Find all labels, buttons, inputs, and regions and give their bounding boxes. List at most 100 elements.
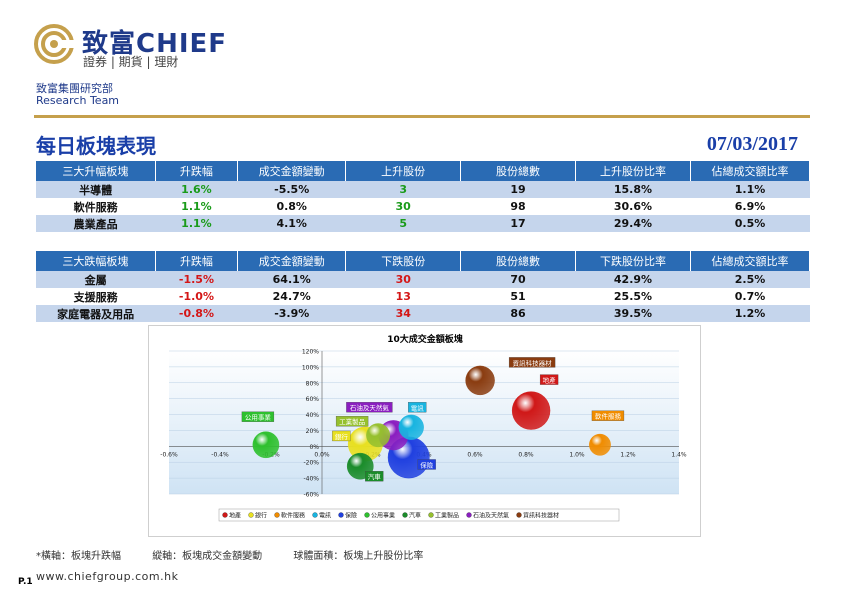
header-cell: 三大升幅板塊 bbox=[36, 161, 156, 181]
change-value: 1.1% bbox=[155, 215, 238, 232]
advancing-count: 3 bbox=[345, 181, 461, 198]
turnover-share: 0.5% bbox=[690, 215, 810, 232]
legend-label: 銀行 bbox=[255, 512, 267, 520]
x-tick-label: 1.0% bbox=[569, 451, 585, 458]
legend-label: 地產 bbox=[229, 512, 241, 520]
table-row: 農業產品 1.1% 4.1% 5 17 29.4% 0.5% bbox=[36, 215, 810, 232]
turnover-change: -3.9% bbox=[237, 305, 346, 322]
header-cell: 三大跌幅板塊 bbox=[36, 251, 156, 271]
advancing-count: 30 bbox=[345, 198, 461, 215]
y-tick-label: 80% bbox=[306, 380, 320, 387]
data-label-box bbox=[591, 410, 625, 421]
y-tick-label: 100% bbox=[302, 364, 319, 371]
legend-label: 工業製品 bbox=[435, 512, 459, 520]
change-value: -0.8% bbox=[155, 305, 238, 322]
header-divider bbox=[34, 115, 810, 118]
change-value: 1.1% bbox=[155, 198, 238, 215]
bubble-6 bbox=[252, 431, 280, 459]
sector-name: 支援服務 bbox=[36, 288, 156, 305]
legend-marker bbox=[274, 512, 280, 518]
table-row: 支援服務 -1.0% 24.7% 13 51 25.5% 0.7% bbox=[36, 288, 810, 305]
legend-label: 汽車 bbox=[409, 512, 421, 520]
team-name-english: Research Team bbox=[36, 94, 120, 107]
bubble-8 bbox=[366, 423, 391, 448]
header-cell: 上升股份比率 bbox=[575, 161, 692, 181]
change-value: -1.0% bbox=[155, 288, 238, 305]
footnote-x-axis: *橫軸：板塊升跌幅 bbox=[36, 551, 121, 562]
total-stocks: 51 bbox=[460, 288, 576, 305]
bubble-10 bbox=[465, 365, 495, 396]
declining-ratio: 42.9% bbox=[575, 271, 691, 288]
total-stocks: 98 bbox=[460, 198, 576, 215]
turnover-share: 6.9% bbox=[690, 198, 810, 215]
legend-marker bbox=[338, 512, 344, 518]
y-tick-label: 40% bbox=[306, 412, 320, 419]
sector-name: 半導體 bbox=[36, 181, 156, 198]
x-tick-label: 1.2% bbox=[620, 451, 636, 458]
y-tick-label: -60% bbox=[303, 492, 319, 499]
y-tick-label: -40% bbox=[303, 476, 319, 483]
turnover-change: 0.8% bbox=[237, 198, 346, 215]
x-tick-label: 1.4% bbox=[671, 451, 687, 458]
legend-label: 公用事業 bbox=[371, 512, 395, 520]
page-number: P.1 bbox=[18, 577, 33, 587]
top-losers-table: 三大跌幅板塊 升跌幅 成交金額變動 下跌股份 股份總數 下跌股份比率 佔總成交額… bbox=[36, 251, 810, 322]
header-cell: 升跌幅 bbox=[155, 251, 239, 271]
legend-label: 軟件服務 bbox=[281, 512, 305, 520]
legend-marker bbox=[402, 512, 408, 518]
data-label-box bbox=[332, 430, 351, 442]
legend-marker bbox=[516, 512, 522, 518]
sector-name: 金屬 bbox=[36, 271, 156, 288]
chief-logo-icon bbox=[34, 24, 74, 64]
data-label: 石油及天然氣 bbox=[350, 403, 390, 412]
data-label: 地產 bbox=[543, 376, 557, 385]
data-label: 保險 bbox=[420, 460, 434, 469]
change-value: 1.6% bbox=[155, 181, 238, 198]
bubble-4 bbox=[398, 414, 424, 440]
data-label: 銀行 bbox=[335, 432, 349, 441]
data-label-box bbox=[346, 402, 393, 413]
footnote-bubble: 球體面積：板塊上升股份比率 bbox=[293, 551, 424, 562]
plot-area bbox=[169, 351, 679, 494]
data-label: 工業製品 bbox=[339, 417, 365, 426]
legend-marker bbox=[248, 512, 254, 518]
table-row: 半導體 1.6% -5.5% 3 19 15.8% 1.1% bbox=[36, 181, 810, 198]
top-gainers-table: 三大升幅板塊 升跌幅 成交金額變動 上升股份 股份總數 上升股份比率 佔總成交額… bbox=[36, 161, 810, 232]
header-cell: 佔總成交額比率 bbox=[690, 251, 810, 271]
header-cell: 股份總數 bbox=[460, 161, 576, 181]
data-label: 公用事業 bbox=[245, 413, 272, 422]
legend-box bbox=[218, 508, 620, 522]
legend-marker bbox=[364, 512, 370, 518]
table-row: 軟件服務 1.1% 0.8% 30 98 30.6% 6.9% bbox=[36, 198, 810, 215]
bubble-1 bbox=[511, 391, 551, 430]
header-cell: 成交金額變動 bbox=[237, 161, 347, 181]
sector-name: 農業產品 bbox=[36, 215, 156, 232]
chart-footnote: *橫軸：板塊升跌幅 縱軸：板塊成交金額變動 球體面積：板塊上升股份比率 bbox=[36, 547, 451, 562]
data-label: 軟件服務 bbox=[595, 412, 622, 421]
header-cell: 下跌股份 bbox=[345, 251, 462, 271]
legend-label: 資訊科技器材 bbox=[523, 512, 559, 520]
header-cell: 佔總成交額比率 bbox=[690, 161, 810, 181]
total-stocks: 86 bbox=[460, 305, 576, 322]
advancing-ratio: 30.6% bbox=[575, 198, 691, 215]
x-tick-label: -0.4% bbox=[211, 451, 229, 458]
legend-marker bbox=[222, 512, 228, 518]
bubble-chart: 10大成交金額板塊 -60% -40% -20% 0% 20% 40% 60% 80% 100% 1… bbox=[160, 333, 687, 522]
page-title: 每日板塊表現 bbox=[36, 134, 156, 158]
x-tick-label: 0.8% bbox=[518, 451, 534, 458]
turnover-share: 2.5% bbox=[690, 271, 810, 288]
data-label-box bbox=[365, 471, 384, 482]
turnover-share: 0.7% bbox=[690, 288, 810, 305]
header-cell: 升跌幅 bbox=[155, 161, 239, 181]
header-cell: 上升股份 bbox=[345, 161, 462, 181]
data-label-box bbox=[508, 357, 556, 368]
brand-name: 致富CHIEF bbox=[82, 29, 228, 59]
data-label: 資訊科技器材 bbox=[513, 358, 553, 367]
x-tick-label: 0.6% bbox=[467, 451, 483, 458]
sector-name: 家庭電器及用品 bbox=[36, 305, 156, 322]
table-header-row: 三大跌幅板塊 升跌幅 成交金額變動 下跌股份 股份總數 下跌股份比率 佔總成交額… bbox=[36, 251, 810, 271]
table-header-row: 三大升幅板塊 升跌幅 成交金額變動 上升股份 股份總數 上升股份比率 佔總成交額… bbox=[36, 161, 810, 181]
declining-count: 13 bbox=[345, 288, 461, 305]
turnover-change: 64.1% bbox=[237, 271, 346, 288]
declining-ratio: 39.5% bbox=[575, 305, 691, 322]
